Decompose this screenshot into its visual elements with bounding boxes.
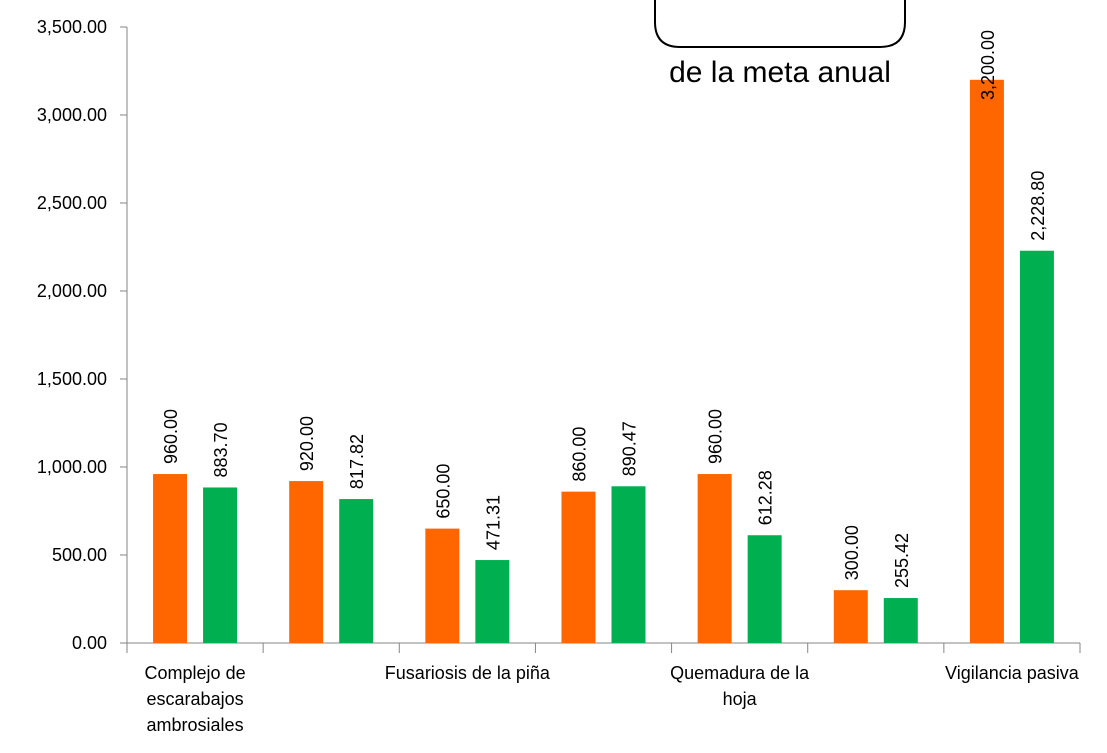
bar [833,590,868,643]
x-tick-label: Complejo de escarabajos ambrosiales [144,663,246,735]
x-tick-label: Quemadura de la hoja [670,663,810,709]
bar [203,487,238,643]
y-tick-label: 2,000.00 [37,281,107,301]
bar [697,474,732,643]
value-label: 890.47 [620,421,640,476]
annotation: de la meta anual [669,56,891,89]
bar [289,481,324,643]
bar [611,486,646,643]
value-label: 920.00 [297,416,317,471]
bar [475,560,510,643]
value-label: 2,228.80 [1028,171,1048,241]
y-tick-label: 500.00 [52,545,107,565]
y-tick-label: 1,000.00 [37,457,107,477]
value-label: 300.00 [842,525,862,580]
bar [561,491,596,643]
bar [339,499,374,643]
y-tick-label: 2,500.00 [37,193,107,213]
bar [969,79,1004,644]
value-label: 817.82 [347,434,367,489]
callout-box [654,0,906,48]
value-label: 471.31 [483,495,503,550]
bar [425,528,460,643]
bar [153,474,188,643]
value-label: 255.42 [892,533,912,588]
value-label: 3,200.00 [978,30,998,100]
bar [747,535,782,643]
y-tick-label: 3,500.00 [37,17,107,37]
x-tick-label: Vigilancia pasiva [945,663,1079,683]
value-label: 860.00 [570,427,590,482]
x-tick-label: Fusariosis de la piña [384,663,550,683]
y-tick-label: 0.00 [72,633,107,653]
value-label: 883.70 [211,422,231,477]
y-tick-label: 1,500.00 [37,369,107,389]
bar [883,598,918,643]
value-label: 650.00 [433,464,453,519]
value-label: 612.28 [756,470,776,525]
value-label: 960.00 [706,409,726,464]
value-label: 960.00 [161,409,181,464]
y-tick-label: 3,000.00 [37,105,107,125]
bar [1019,250,1054,643]
